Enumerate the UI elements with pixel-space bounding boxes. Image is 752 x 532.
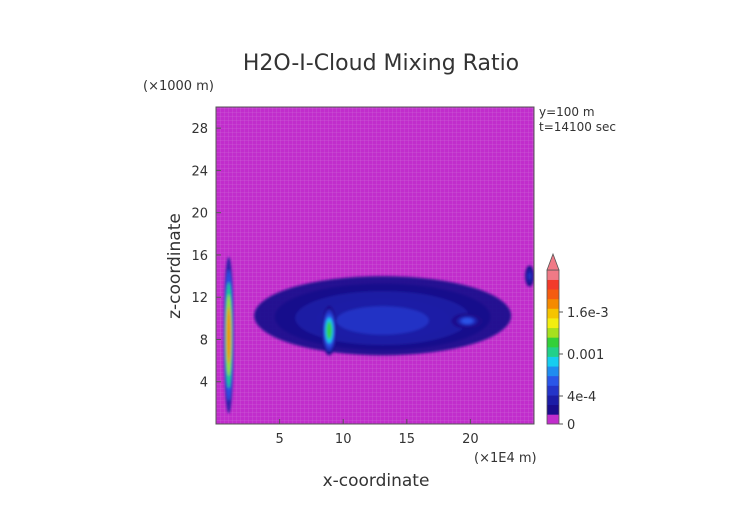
cloud-region (525, 265, 534, 287)
plot-area (216, 107, 534, 424)
colorbar-band (547, 366, 559, 377)
cloud-contour-band (461, 318, 473, 324)
annotation-t: t=14100 sec (539, 120, 616, 134)
plot-frame (215, 106, 535, 425)
colorbar-band (547, 318, 559, 329)
x-tick-label: 15 (399, 432, 416, 447)
cloud-regions (223, 257, 534, 414)
x-tick-label: 10 (335, 432, 352, 447)
colorbar-band (547, 327, 559, 338)
x-tick-label: 20 (462, 432, 479, 447)
y-tick-label: 16 (191, 249, 208, 264)
cloud-contour-band (226, 307, 231, 364)
colorbar-band (547, 385, 559, 396)
colorbar-band (547, 270, 559, 280)
colorbar-tick-label: 0 (567, 418, 575, 433)
annotation-y: y=100 m (539, 105, 595, 119)
cloud-region (223, 257, 234, 414)
colorbar-band (547, 308, 559, 319)
chart-title: H2O-I-Cloud Mixing Ratio (243, 51, 519, 76)
y-tick-label: 28 (191, 122, 208, 137)
colorbar-tick-label: 4e-4 (567, 390, 596, 405)
colorbar-extend-arrow (546, 252, 560, 271)
colorbar: 0 4e-4 0.001 1.6e-3 (546, 252, 609, 433)
x-axis: 5 10 15 20 (275, 419, 479, 447)
colorbar-tick-label: 1.6e-3 (567, 306, 609, 321)
y-axis-label: z-coordinate (165, 213, 185, 319)
y-unit-label: (×1000 m) (143, 79, 214, 94)
x-axis-label: x-coordinate (323, 471, 430, 491)
colorbar-band (547, 395, 559, 406)
y-tick-label: 24 (191, 164, 208, 179)
colorbar-band (547, 298, 559, 309)
x-unit-label: (×1E4 m) (474, 451, 537, 466)
colorbar-band (547, 279, 559, 290)
cloud-region (321, 305, 337, 356)
cloud-region (254, 276, 512, 356)
y-tick-label: 20 (191, 207, 208, 222)
cloud-contour-band (527, 272, 532, 280)
x-tick-label: 5 (275, 432, 283, 447)
colorbar-band (547, 414, 559, 425)
colorbar-band (547, 347, 559, 357)
colorbar-band (547, 289, 559, 300)
colorbar-band (547, 404, 559, 415)
plot-grid-texture (216, 107, 534, 424)
colorbar-band (547, 337, 559, 348)
cloud-contour-band (336, 306, 429, 335)
cloud-region (451, 313, 484, 329)
y-tick-label: 8 (200, 333, 208, 348)
y-tick-label: 4 (200, 376, 208, 391)
cloud-contour-band (326, 321, 332, 340)
colorbar-tick-label: 0.001 (567, 348, 604, 363)
colorbar-band (547, 375, 559, 386)
y-tick-label: 12 (191, 291, 208, 306)
colorbar-band (547, 356, 559, 367)
y-axis: 4 8 12 16 20 24 28 (191, 122, 221, 391)
